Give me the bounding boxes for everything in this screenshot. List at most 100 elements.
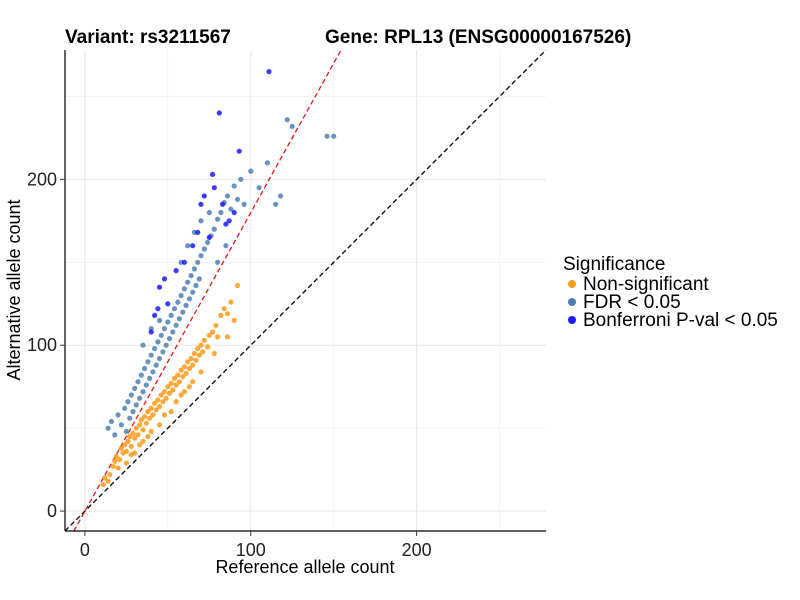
- point-non-significant: [130, 430, 136, 436]
- point-non-significant: [190, 362, 196, 368]
- point-fdr-0-05: [115, 412, 121, 418]
- point-non-significant: [234, 282, 241, 289]
- point-fdr-0-05: [248, 168, 254, 174]
- point-fdr-0-05: [130, 409, 136, 415]
- point-fdr-0-05: [178, 292, 184, 299]
- point-non-significant: [195, 346, 201, 352]
- point-non-significant: [210, 329, 216, 335]
- point-non-significant: [156, 404, 163, 410]
- point-fdr-0-05: [195, 259, 201, 265]
- point-bonferroni-p-val-0-05: [236, 148, 242, 154]
- point-bonferroni-p-val-0-05: [152, 312, 158, 318]
- point-non-significant: [160, 399, 166, 405]
- point-fdr-0-05: [211, 226, 217, 232]
- point-non-significant: [135, 432, 141, 438]
- point-non-significant: [148, 428, 154, 435]
- point-fdr-0-05: [165, 319, 171, 325]
- point-non-significant: [178, 392, 184, 398]
- point-fdr-0-05: [145, 359, 151, 365]
- point-fdr-0-05: [125, 399, 131, 405]
- point-fdr-0-05: [201, 246, 207, 252]
- point-non-significant: [122, 442, 128, 448]
- point-non-significant: [137, 422, 143, 428]
- point-fdr-0-05: [156, 355, 163, 362]
- point-bonferroni-p-val-0-05: [173, 268, 179, 274]
- legend-key: [568, 280, 576, 288]
- point-bonferroni-p-val-0-05: [206, 234, 212, 240]
- legend-key: [568, 298, 576, 306]
- point-bonferroni-p-val-0-05: [220, 201, 226, 207]
- point-fdr-0-05: [142, 365, 148, 372]
- point-non-significant: [127, 433, 133, 440]
- point-bonferroni-p-val-0-05: [165, 301, 171, 307]
- point-non-significant: [156, 422, 163, 428]
- point-non-significant: [102, 475, 108, 481]
- point-fdr-0-05: [148, 352, 154, 358]
- point-non-significant: [180, 374, 186, 380]
- point-non-significant: [224, 334, 231, 340]
- point-non-significant: [196, 352, 202, 358]
- point-fdr-0-05: [186, 296, 192, 302]
- point-fdr-0-05: [112, 432, 118, 438]
- point-non-significant: [133, 425, 139, 431]
- point-fdr-0-05: [331, 133, 337, 139]
- point-non-significant: [142, 414, 148, 420]
- point-fdr-0-05: [175, 299, 181, 305]
- legend-label: FDR < 0.05: [583, 292, 681, 313]
- point-non-significant: [171, 375, 178, 381]
- point-fdr-0-05: [122, 405, 128, 411]
- point-bonferroni-p-val-0-05: [156, 284, 163, 290]
- point-fdr-0-05: [273, 201, 279, 207]
- point-bonferroni-p-val-0-05: [210, 171, 216, 177]
- point-non-significant: [181, 364, 187, 370]
- point-fdr-0-05: [198, 218, 204, 224]
- point-non-significant: [161, 389, 168, 395]
- point-non-significant: [186, 365, 192, 372]
- point-non-significant: [123, 460, 129, 466]
- point-fdr-0-05: [215, 259, 221, 265]
- point-fdr-0-05: [241, 201, 247, 207]
- point-non-significant: [163, 395, 169, 401]
- point-non-significant: [117, 457, 123, 463]
- point-fdr-0-05: [140, 342, 146, 348]
- point-fdr-0-05: [218, 209, 224, 216]
- point-non-significant: [221, 306, 227, 312]
- point-non-significant: [148, 405, 154, 411]
- point-bonferroni-p-val-0-05: [195, 229, 201, 235]
- point-fdr-0-05: [231, 183, 237, 189]
- point-fdr-0-05: [181, 286, 187, 292]
- point-fdr-0-05: [138, 372, 144, 378]
- point-bonferroni-p-val-0-05: [198, 201, 204, 207]
- point-non-significant: [186, 384, 192, 390]
- point-fdr-0-05: [158, 332, 164, 338]
- point-fdr-0-05: [156, 317, 163, 323]
- legend-label: Bonferroni P-val < 0.05: [583, 310, 778, 331]
- point-fdr-0-05: [284, 117, 290, 123]
- point-fdr-0-05: [193, 282, 199, 289]
- point-bonferroni-p-val-0-05: [190, 243, 196, 249]
- point-non-significant: [128, 443, 134, 449]
- point-non-significant: [183, 370, 189, 376]
- point-fdr-0-05: [108, 418, 114, 425]
- point-fdr-0-05: [185, 243, 191, 249]
- reference-line-diagonal: [64, 49, 547, 532]
- point-fdr-0-05: [180, 309, 186, 315]
- point-non-significant: [166, 390, 173, 396]
- point-non-significant: [188, 355, 194, 362]
- point-fdr-0-05: [152, 346, 158, 352]
- point-fdr-0-05: [171, 306, 178, 312]
- point-fdr-0-05: [128, 392, 134, 398]
- point-non-significant: [152, 400, 158, 406]
- point-bonferroni-p-val-0-05: [155, 306, 161, 312]
- point-non-significant: [115, 465, 121, 471]
- point-non-significant: [181, 389, 187, 395]
- point-fdr-0-05: [278, 193, 284, 199]
- point-fdr-0-05: [118, 422, 124, 428]
- point-fdr-0-05: [143, 382, 149, 388]
- legend-key: [568, 316, 576, 324]
- point-fdr-0-05: [234, 196, 241, 202]
- point-fdr-0-05: [105, 425, 111, 431]
- point-fdr-0-05: [135, 379, 141, 385]
- y-tick-label: 0: [47, 501, 57, 521]
- point-non-significant: [161, 412, 168, 418]
